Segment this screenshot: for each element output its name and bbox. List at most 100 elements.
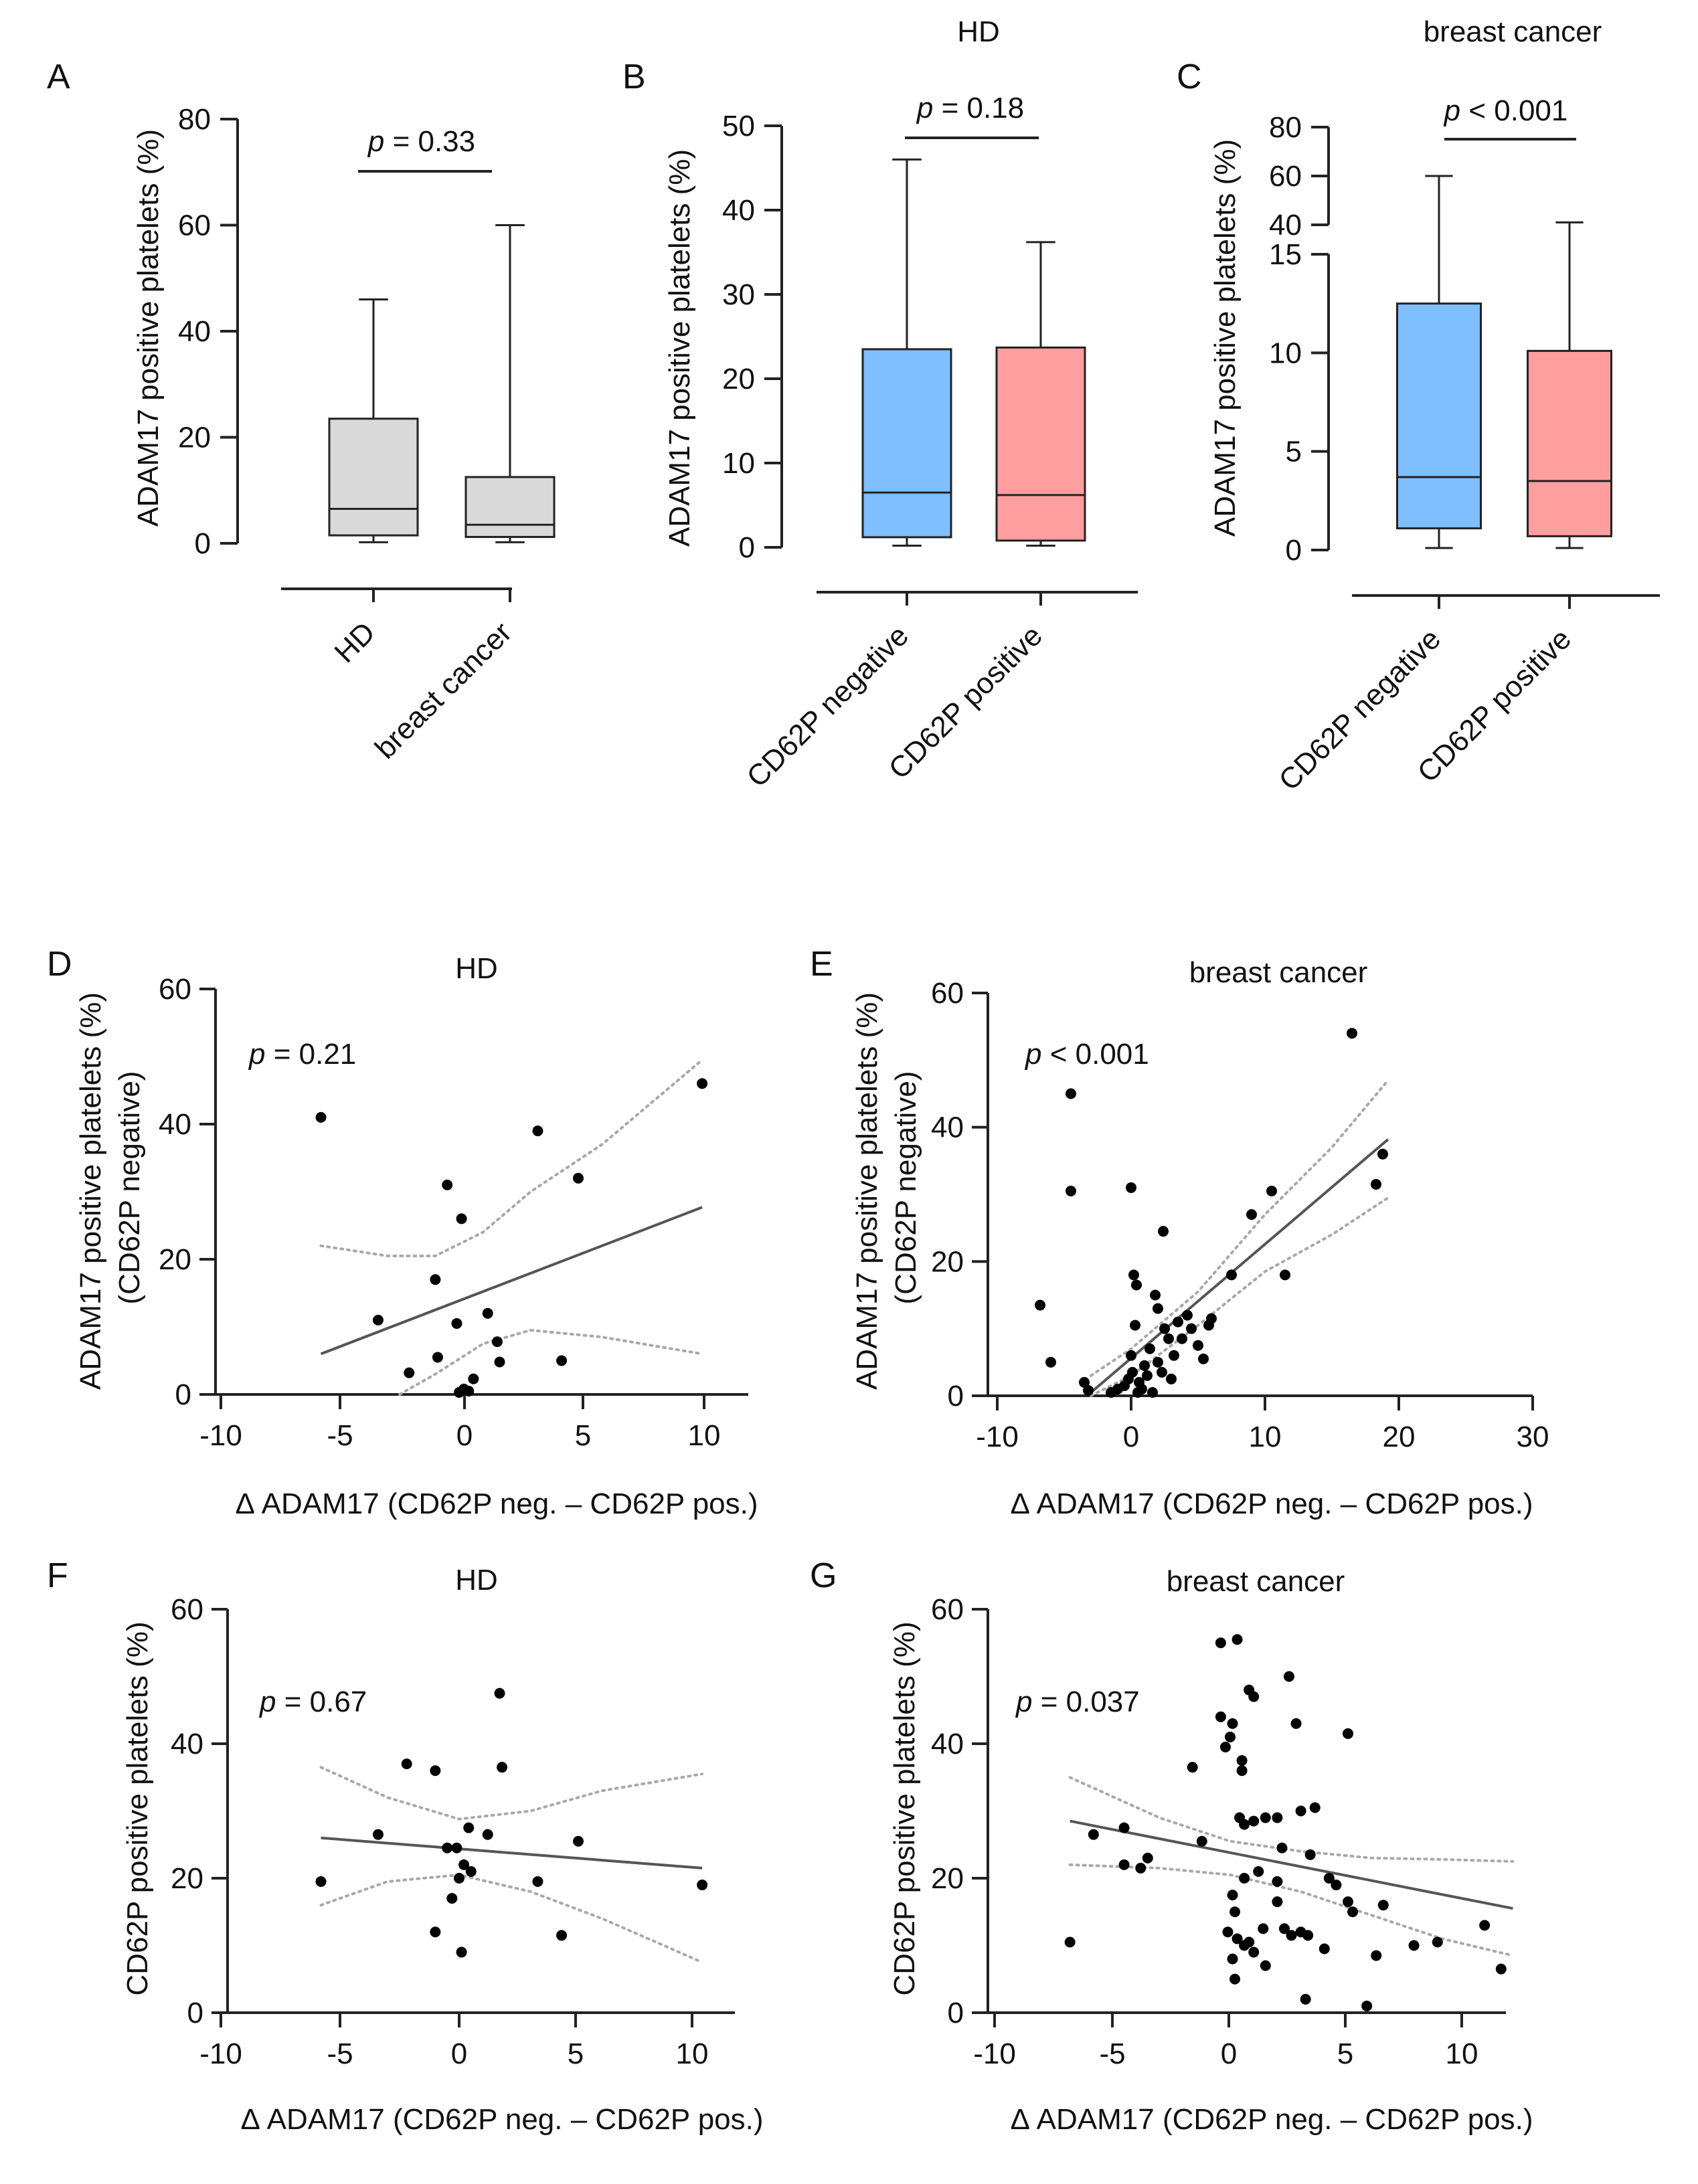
panel-d-data-point [532, 1125, 543, 1137]
panel-f-ci-lower [319, 1873, 704, 1964]
panel-letter-e: E [810, 945, 833, 984]
panel-f-data-point [315, 1876, 327, 1888]
panel-a-y-tick-label: 40 [178, 315, 211, 348]
panel-b-box [995, 346, 1086, 542]
panel-letter-c: C [1177, 58, 1202, 96]
panel-f-regression-line [321, 1836, 703, 1870]
panel-f-data-point [573, 1835, 584, 1847]
panel-e-data-point [1045, 1356, 1056, 1368]
panel-g-ci-lower [1068, 1863, 1515, 1957]
panel-g-y-tick-label: 0 [948, 1997, 964, 2029]
panel-g-data-point [1432, 1936, 1443, 1948]
panel-g-data-point [1272, 1812, 1283, 1823]
panel-d-regression-line [320, 1206, 703, 1356]
panel-e-x-tick-label: 10 [1249, 1421, 1282, 1453]
panel-g-data-point [1290, 1718, 1302, 1729]
panel-d-data-point [556, 1355, 568, 1366]
panel-c-box [1527, 349, 1612, 537]
panel-g-data-point [1323, 1873, 1335, 1884]
panel-c-box [1396, 302, 1482, 530]
panel-f-data-point [451, 1842, 462, 1853]
panel-g-data-point [1142, 1852, 1153, 1863]
panel-g-y-tick-label: 20 [931, 1862, 964, 1895]
panel-e-x-tick-label: -10 [976, 1421, 1019, 1453]
panel-g-data-point [1371, 1950, 1382, 1961]
panel-g-data-point [1248, 1815, 1260, 1827]
panel-a-y-tick-label: 20 [178, 422, 211, 454]
panel-a-ylabel: ADAM17 positive platelets (%) [132, 129, 165, 527]
panel-letter-b: B [622, 58, 646, 96]
panel-g-data-point [1215, 1637, 1226, 1649]
panel-g-data-point [1187, 1762, 1198, 1773]
panel-g-data-point [1300, 1993, 1311, 2005]
panel-f-data-point [494, 1688, 505, 1699]
panel-g-data-point [1309, 1802, 1321, 1813]
panel-d-data-point [463, 1385, 475, 1396]
panel-a-p-value: p = 0.33 [367, 125, 475, 158]
panel-b-p-value: p = 0.18 [916, 92, 1024, 124]
panel-d-data-point [451, 1317, 462, 1329]
panel-g-xlabel: Δ ADAM17 (CD62P neg. – CD62P pos.) [1010, 2103, 1533, 2136]
panel-c-y-tick-label: 10 [1269, 337, 1302, 369]
panel-g-data-point [1361, 2000, 1373, 2011]
panel-a-box [328, 418, 419, 537]
panel-d-x-tick-label: 5 [575, 1419, 591, 1452]
panel-e-data-point [1182, 1309, 1193, 1321]
panel-e-data-point [1206, 1313, 1217, 1324]
panel-b-box [861, 348, 952, 539]
panel-letter-d: D [47, 945, 72, 984]
panel-d-x-tick-label: 10 [688, 1419, 721, 1452]
panel-f-data-point [401, 1758, 412, 1770]
panel-g-x-tick-label: -5 [1099, 2037, 1125, 2070]
panel-g-data-point [1248, 1946, 1260, 1958]
panel-d-p-value: p = 0.21 [248, 1038, 356, 1071]
panel-c-y-tick-label: 80 [1269, 111, 1302, 144]
panel-g-title: breast cancer [1167, 1565, 1345, 1598]
panel-e-y-tick-label: 0 [948, 1380, 964, 1413]
panel-f-title: HD [455, 1564, 498, 1597]
panel-e-p-value: p < 0.001 [1024, 1038, 1149, 1071]
panel-f-xlabel: Δ ADAM17 (CD62P neg. – CD62P pos.) [240, 2103, 763, 2136]
panel-g-data-point [1219, 1742, 1231, 1753]
panel-e-ylabel: ADAM17 positive platelets (%) [851, 992, 883, 1390]
panel-g-data-point [1343, 1728, 1353, 1739]
panel-e-x-tick-label: 30 [1517, 1421, 1549, 1453]
panel-g-data-point [1196, 1835, 1207, 1847]
panel-d-data-point [404, 1367, 415, 1378]
panel-g-data-point [1253, 1865, 1264, 1877]
panel-g-data-point [1276, 1842, 1288, 1853]
panel-e-xlabel: Δ ADAM17 (CD62P neg. – CD62P pos.) [1010, 1487, 1533, 1520]
panel-e-data-point [1127, 1366, 1138, 1378]
panel-f-data-point [446, 1893, 458, 1904]
panel-e-data-point [1347, 1028, 1357, 1039]
panel-d-xlabel: Δ ADAM17 (CD62P neg. – CD62P pos.) [235, 1487, 758, 1520]
panel-e-data-point [1035, 1299, 1045, 1311]
panel-g-y-tick-label: 60 [931, 1593, 964, 1626]
panel-e-data-point [1126, 1182, 1136, 1193]
panel-c-y-tick-label: 60 [1269, 160, 1302, 193]
panel-g-data-point [1244, 1936, 1255, 1948]
panel-d-data-point [432, 1352, 443, 1363]
panel-f-x-tick-label: 10 [676, 2037, 709, 2070]
panel-e-data-point [1126, 1350, 1136, 1361]
panel-e-data-point [1173, 1316, 1183, 1328]
panel-b-y-tick-label: 0 [739, 531, 755, 564]
panel-g-data-point [1304, 1849, 1316, 1860]
panel-f-data-point [497, 1762, 508, 1773]
panel-g-data-point [1118, 1822, 1130, 1833]
panel-g-data-point [1260, 1812, 1271, 1823]
panel-g-data-point [1236, 1765, 1248, 1777]
panel-g-data-point [1272, 1896, 1283, 1908]
panel-d-data-point [456, 1213, 467, 1224]
panel-c-y-tick-label: 0 [1286, 534, 1302, 567]
panel-f-data-point [456, 1946, 467, 1958]
panel-d-data-point [468, 1373, 479, 1384]
panel-e-data-point [1280, 1269, 1290, 1281]
panel-g-data-point [1495, 1963, 1507, 1975]
panel-b-y-tick-label: 30 [722, 278, 755, 311]
panel-b-y-tick-label: 10 [722, 447, 755, 480]
panel-g-data-point [1286, 1930, 1297, 1941]
panel-g-data-point [1215, 1711, 1226, 1722]
panel-c-y-tick-label: 15 [1269, 238, 1302, 271]
panel-e-data-point [1142, 1370, 1153, 1381]
